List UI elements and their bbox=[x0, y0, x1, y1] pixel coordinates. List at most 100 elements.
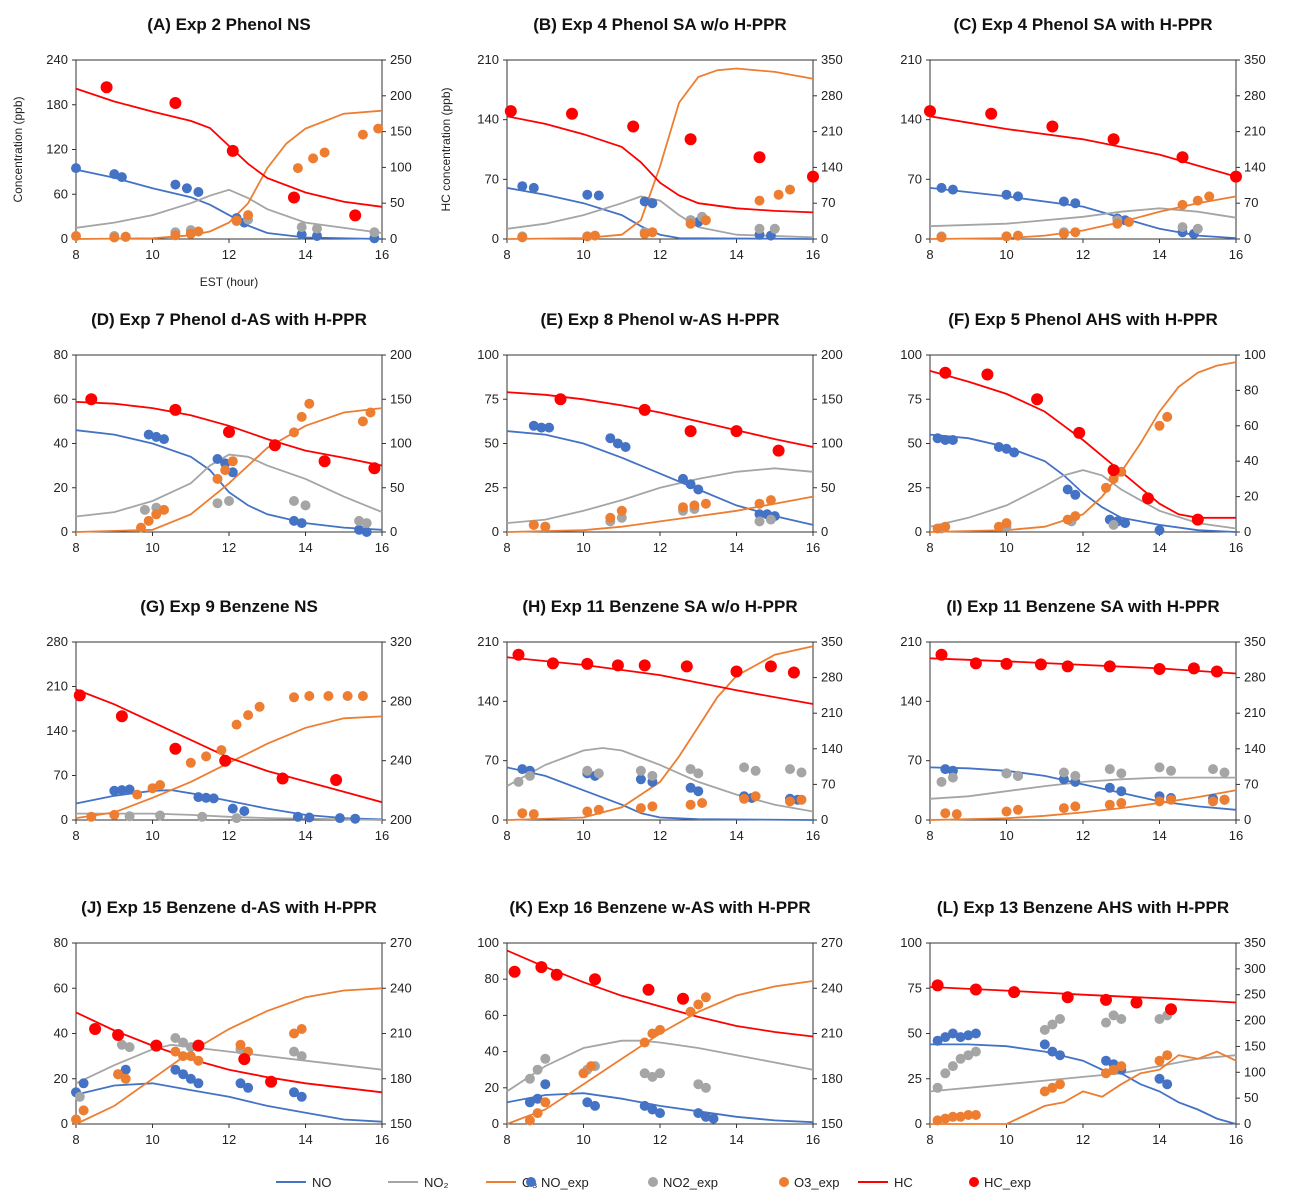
data-point bbox=[540, 1097, 551, 1108]
legend-swatch-dot bbox=[969, 1177, 979, 1187]
data-point bbox=[159, 434, 169, 445]
y2-tick-label: 150 bbox=[1244, 1038, 1266, 1053]
data-point bbox=[71, 163, 81, 174]
data-point bbox=[185, 1051, 196, 1062]
y-tick-label: 0 bbox=[61, 524, 68, 539]
data-point bbox=[124, 811, 135, 822]
x-tick-label: 16 bbox=[806, 247, 820, 262]
data-point bbox=[754, 195, 765, 206]
data-point bbox=[1046, 120, 1059, 133]
data-point bbox=[970, 1046, 981, 1057]
data-point bbox=[685, 1006, 696, 1017]
x-tick-label: 8 bbox=[72, 1132, 79, 1147]
data-point bbox=[1031, 393, 1044, 406]
data-point bbox=[116, 172, 127, 183]
data-point bbox=[1008, 986, 1021, 999]
data-point bbox=[936, 232, 947, 243]
x-axis-label: EST (hour) bbox=[200, 275, 258, 289]
y-tick-label: 70 bbox=[485, 171, 499, 186]
x-tick-label: 16 bbox=[375, 1132, 389, 1147]
data-point bbox=[192, 1039, 205, 1052]
data-point bbox=[1039, 1024, 1050, 1035]
data-point bbox=[1104, 799, 1115, 810]
data-point bbox=[1055, 1079, 1065, 1090]
data-point bbox=[1162, 1079, 1173, 1090]
data-point bbox=[963, 1030, 974, 1041]
data-point bbox=[693, 999, 704, 1010]
x-tick-label: 12 bbox=[653, 828, 667, 843]
data-point bbox=[970, 1028, 981, 1039]
series-line bbox=[75, 168, 383, 240]
data-point bbox=[1210, 665, 1223, 678]
data-point bbox=[304, 398, 315, 409]
data-point bbox=[753, 151, 766, 164]
chart-title: (L) Exp 13 Benzene AHS with H-PPR bbox=[937, 898, 1229, 917]
x-tick-label: 10 bbox=[999, 1132, 1013, 1147]
y2-tick-label: 270 bbox=[821, 935, 843, 950]
y2-tick-label: 140 bbox=[821, 741, 843, 756]
x-tick-label: 8 bbox=[503, 247, 510, 262]
y2-tick-label: 300 bbox=[1244, 961, 1266, 976]
data-point bbox=[513, 776, 524, 787]
data-point bbox=[226, 144, 239, 157]
data-point bbox=[700, 215, 711, 226]
chart-title: (D) Exp 7 Phenol d-AS with H-PPR bbox=[91, 310, 367, 329]
data-point bbox=[1001, 189, 1012, 200]
data-point bbox=[354, 524, 365, 535]
x-tick-label: 10 bbox=[145, 247, 159, 262]
data-point bbox=[71, 231, 81, 241]
data-point bbox=[947, 772, 958, 783]
data-point bbox=[323, 691, 334, 701]
data-point bbox=[754, 509, 765, 520]
data-point bbox=[586, 1061, 597, 1072]
y-tick-label: 20 bbox=[54, 1071, 68, 1086]
y-tick-label: 0 bbox=[61, 1116, 68, 1131]
y2-tick-label: 210 bbox=[1244, 124, 1266, 139]
data-point bbox=[684, 425, 697, 438]
data-point bbox=[265, 1075, 278, 1088]
chart-panel: (A) Exp 2 Phenol NS8 10 12 14 16060120180240… bbox=[11, 15, 453, 289]
series-line bbox=[929, 195, 1237, 240]
y-tick-label: 80 bbox=[54, 347, 68, 362]
data-point bbox=[1108, 1064, 1119, 1075]
x-tick-label: 16 bbox=[1229, 247, 1243, 262]
data-point bbox=[639, 1100, 650, 1111]
data-point bbox=[785, 764, 795, 775]
data-point bbox=[739, 762, 750, 773]
y2-tick-label: 180 bbox=[821, 1071, 843, 1086]
x-tick-label: 8 bbox=[72, 540, 79, 555]
data-point bbox=[1070, 198, 1081, 209]
series-line bbox=[929, 766, 1237, 811]
data-point bbox=[1039, 1086, 1050, 1097]
data-point bbox=[581, 657, 594, 670]
data-point bbox=[1166, 794, 1176, 805]
data-point bbox=[185, 228, 196, 239]
data-point bbox=[708, 1113, 719, 1124]
data-point bbox=[276, 772, 289, 785]
y2-tick-label: 280 bbox=[821, 670, 843, 685]
data-point bbox=[947, 184, 958, 195]
data-point bbox=[1047, 1019, 1058, 1030]
y-tick-label: 80 bbox=[54, 935, 68, 950]
y-tick-label: 70 bbox=[908, 753, 922, 768]
data-point bbox=[765, 514, 776, 525]
data-point bbox=[292, 811, 303, 822]
data-point bbox=[1058, 767, 1069, 778]
data-point bbox=[181, 183, 192, 194]
x-tick-label: 14 bbox=[1152, 1132, 1166, 1147]
y-tick-label: 0 bbox=[61, 812, 68, 827]
chart-panel: (K) Exp 16 Benzene w-AS with H-PPR 8 10 12 1… bbox=[477, 898, 842, 1147]
y2-tick-label: 270 bbox=[390, 935, 412, 950]
data-point bbox=[627, 120, 640, 133]
data-point bbox=[227, 467, 238, 478]
data-point bbox=[765, 495, 776, 506]
data-point bbox=[1142, 492, 1154, 505]
y2-tick-label: 140 bbox=[821, 159, 843, 174]
data-point bbox=[1070, 770, 1081, 781]
chart-panel: (I) Exp 11 Benzene SA with H-PPR 8 10 12 14 1… bbox=[900, 597, 1265, 843]
x-tick-label: 10 bbox=[999, 540, 1013, 555]
data-point bbox=[1101, 482, 1111, 493]
y2-tick-label: 240 bbox=[390, 980, 412, 995]
x-tick-label: 10 bbox=[145, 828, 159, 843]
